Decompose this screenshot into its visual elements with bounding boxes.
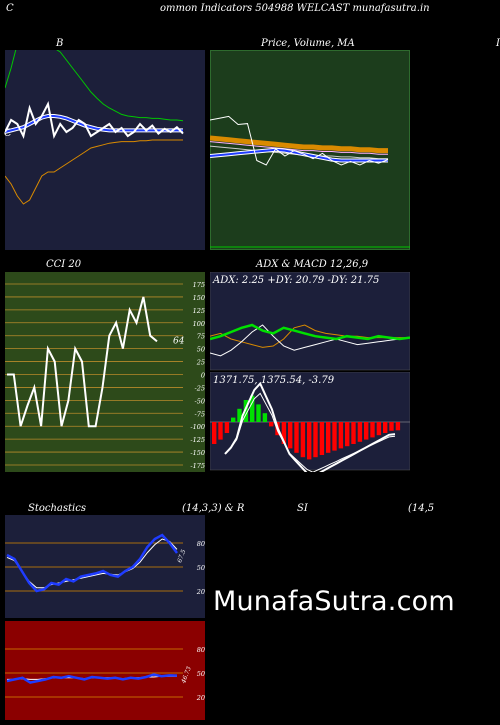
macd-histogram-bar	[288, 422, 293, 449]
cci-line	[7, 296, 158, 428]
cci-tick-label: 150	[193, 294, 205, 302]
cci-tick-label: -75	[195, 410, 205, 418]
rsi-tick-label: 80	[197, 646, 205, 654]
cci-tick-label: 175	[193, 281, 205, 289]
cci-tick-label: -175	[190, 462, 205, 470]
cci-tick-label: 75	[197, 333, 205, 341]
macd-histogram-bar	[338, 422, 344, 449]
macd-histogram-bar	[351, 422, 356, 444]
price-line	[210, 115, 389, 166]
macd-histogram-bar	[370, 422, 375, 438]
bollinger-upper-band	[5, 50, 184, 122]
cci-tick-label: 100	[193, 320, 205, 328]
cci-tick-label: -25	[195, 384, 205, 392]
macd-signal-line	[224, 392, 396, 472]
cci-tick-label: -100	[190, 423, 205, 431]
rsi-line	[6, 673, 178, 684]
stochastics-background	[5, 515, 205, 618]
bollinger-chart	[5, 50, 184, 205]
macd-histogram-bar	[224, 422, 230, 433]
cci-tick-label: -125	[190, 436, 205, 444]
macd-histogram-bar	[294, 422, 299, 453]
cci-tick-label: 0	[201, 372, 205, 380]
adx-line	[210, 323, 410, 341]
cci-tick-label: -150	[190, 449, 205, 457]
macd-histogram-bar	[357, 422, 363, 442]
adx-chart	[210, 272, 410, 371]
price-ma-short	[210, 148, 388, 162]
macd-histogram-bar	[281, 422, 287, 444]
bollinger-panel	[5, 50, 205, 250]
macd-histogram-bar	[389, 422, 394, 431]
watermark: MunafaSutra.com	[213, 586, 455, 617]
macd-histogram-bar	[326, 422, 331, 453]
price-right-label: I	[496, 38, 500, 49]
rsi-background	[5, 621, 205, 720]
adx-values: ADX: 2.25 +DY: 20.79 -DY: 21.75	[213, 275, 380, 286]
stochastics-d-line	[6, 538, 178, 589]
macd-histogram-bar	[243, 400, 249, 422]
stochastics-tick-label: 80	[197, 540, 205, 548]
price-ma-long	[210, 135, 388, 154]
stochastics-tick-label: 20	[196, 588, 205, 596]
rsi-title: SI	[297, 503, 308, 514]
cci-tick-label: 25	[196, 359, 205, 367]
macd-histogram-bar	[319, 422, 325, 455]
cci-value-label: 64	[173, 336, 185, 346]
macd-histogram-bar	[262, 413, 268, 422]
cci-tick-label: 50	[197, 346, 205, 354]
stochastics-params: (14,3,3) & R	[182, 503, 245, 514]
macd-histogram-bar	[313, 422, 318, 458]
stochastics-value-label: 67.5	[176, 549, 187, 564]
stochastics-tick-label: 50	[197, 564, 205, 572]
macd-chart	[210, 372, 410, 472]
stochastics-k-line	[6, 533, 179, 593]
stochastics-chart: 80 50 20 67.5	[5, 515, 205, 618]
stochastics-title: Stochastics	[28, 503, 86, 514]
cci-chart: 175 150 125 100 75 50 25 0 -25 -50 -75 -100 -125 -150…	[5, 272, 205, 472]
macd-histogram-bar	[364, 422, 369, 440]
rsi-tick-label: 20	[196, 694, 205, 702]
macd-histogram-bar	[269, 422, 274, 427]
macd-histogram-bar	[250, 395, 255, 422]
bollinger-lower-band	[5, 139, 183, 205]
macd-histogram-bar	[218, 422, 223, 440]
rsi-params: (14,5	[408, 503, 435, 514]
macd-histogram-bar	[383, 422, 388, 433]
cci-tick-label: -50	[195, 397, 205, 405]
macd-histogram-bar	[376, 422, 382, 436]
macd-histogram-bar	[212, 422, 217, 444]
price-chart	[210, 115, 410, 248]
macd-histogram-bar	[345, 422, 350, 447]
cci-title: CCI 20	[46, 259, 82, 270]
macd-histogram-bar	[300, 422, 306, 458]
adx-plus-di	[210, 324, 410, 357]
macd-histogram-bar	[231, 417, 236, 422]
adx-background	[210, 272, 410, 371]
bollinger-title: B	[56, 38, 64, 49]
macd-histogram-bar	[237, 408, 242, 422]
macd-values: 1371.75, 1375.54, -3.79	[213, 375, 335, 386]
page-title: ommon Indicators 504988 WELCAST munafasu…	[160, 3, 430, 14]
macd-histogram-bar	[332, 422, 337, 451]
bollinger-left-label: C	[4, 128, 12, 139]
bollinger-price-line	[5, 100, 184, 140]
macd-histogram-bar	[307, 422, 312, 460]
header-left-char: C	[6, 3, 14, 14]
cci-tick-label: 125	[193, 307, 205, 315]
macd-histogram-bar	[395, 422, 401, 431]
price-ma-pink	[210, 141, 388, 155]
rsi-tick-label: 50	[197, 670, 205, 678]
adx-title: ADX & MACD 12,26,9	[256, 259, 369, 270]
macd-histogram-bar	[256, 404, 261, 422]
price-title: Price, Volume, MA	[261, 38, 355, 49]
